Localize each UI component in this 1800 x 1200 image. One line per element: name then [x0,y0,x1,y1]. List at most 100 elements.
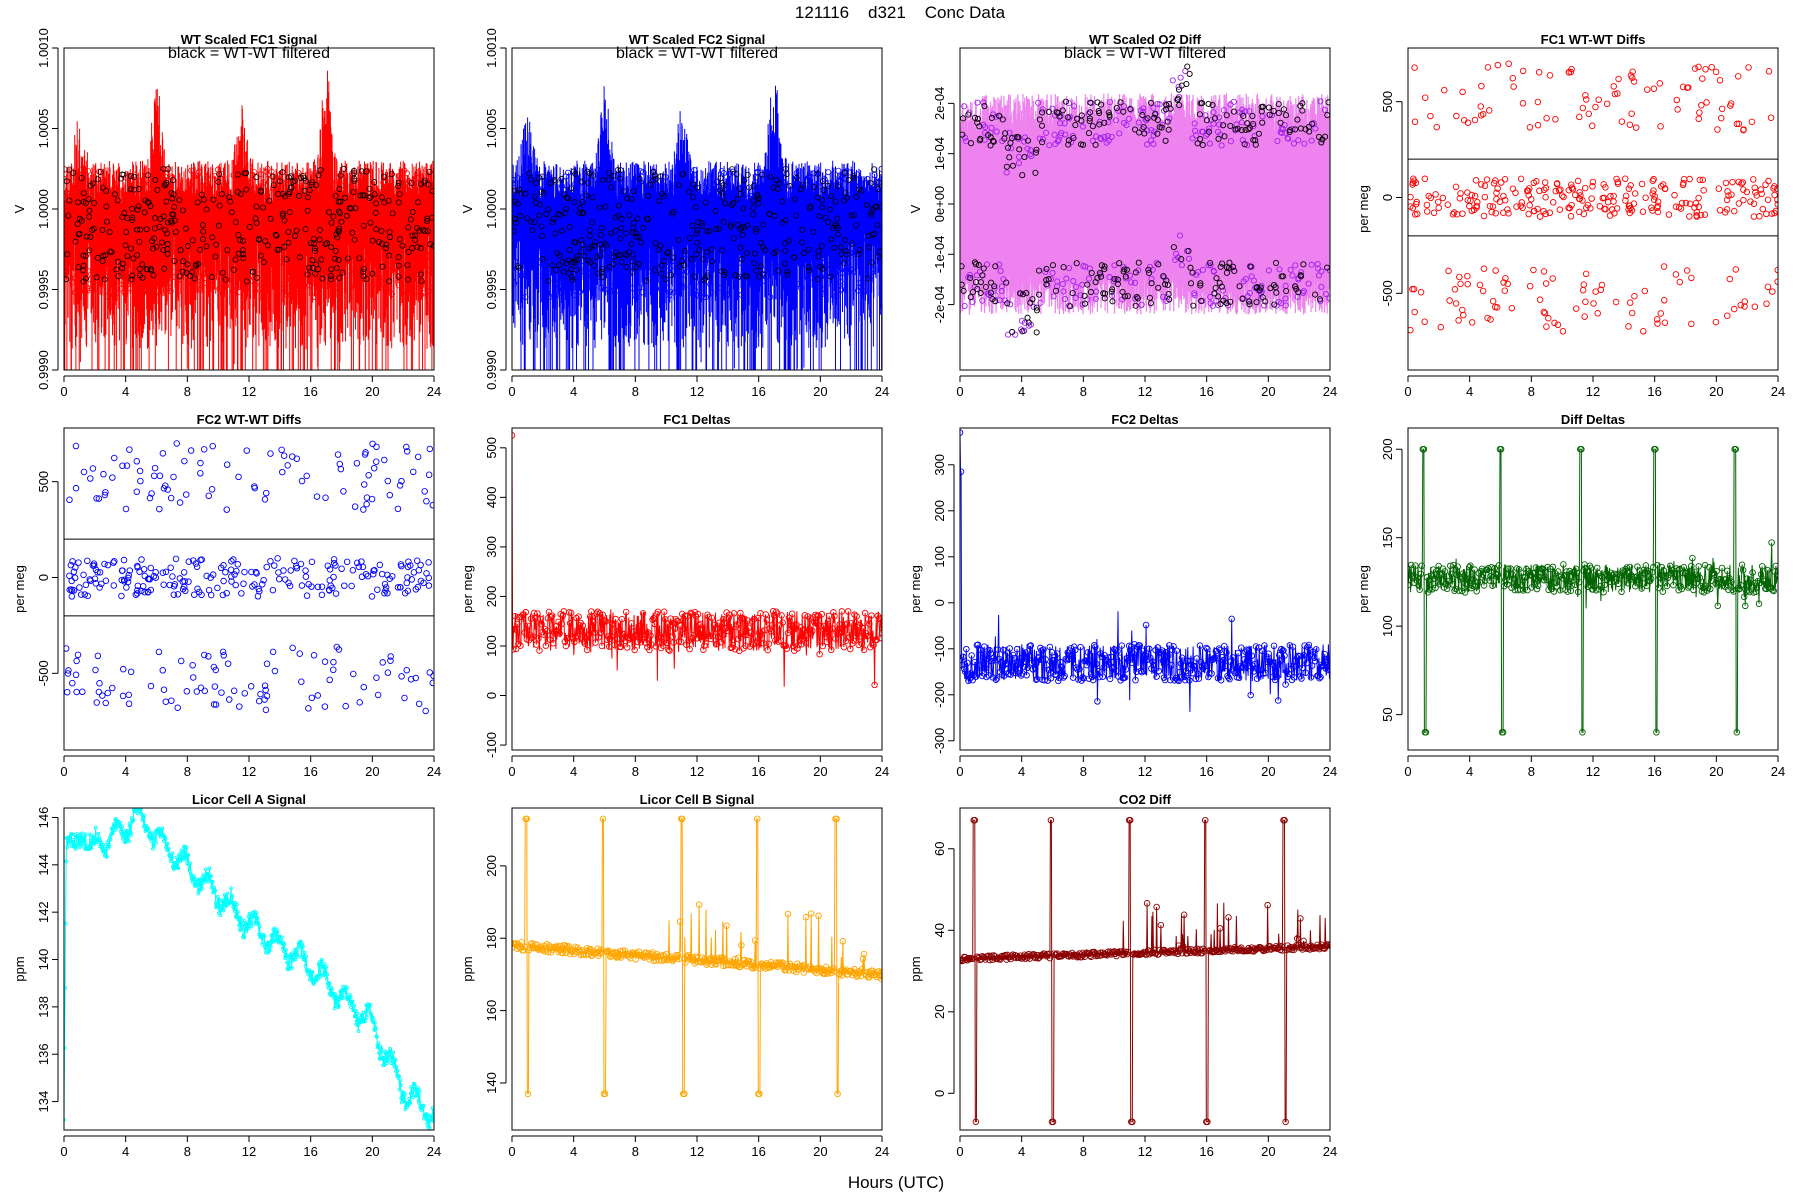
data-point [309,198,316,205]
data-point [557,235,564,242]
data-point [663,639,670,647]
data-point [280,567,287,574]
data-point [1614,178,1622,186]
x-tick-label: 12 [1586,764,1600,779]
data-point [571,638,578,646]
data-point [695,199,702,206]
filtered-point [751,260,758,267]
data-point [563,191,570,198]
data-point [1216,646,1224,654]
data-point [877,614,882,622]
data-point [873,636,880,644]
data-point [551,293,558,300]
data-point [187,866,192,871]
filtered-point [1147,300,1154,307]
data-point [96,208,103,215]
data-point [356,245,363,252]
filtered-point [232,219,239,226]
data-point [1303,659,1310,667]
filtered-point [1009,162,1017,169]
filtered-point [620,188,627,195]
data-point [839,269,846,276]
data-point [857,284,864,291]
data-point [1568,65,1575,73]
data-point [1044,282,1051,289]
data-point [1708,63,1715,71]
data-point [1050,657,1058,664]
filtered-point [1291,283,1299,290]
filtered-point [786,183,793,190]
data-point [631,646,638,654]
data-point [1653,316,1661,323]
filtered-point [210,196,217,203]
filtered-point [219,191,226,198]
data-point [70,186,77,193]
data-point [157,233,164,240]
data-point [338,253,345,260]
data-point [1660,567,1668,574]
data-point [1755,600,1763,607]
filtered-point [296,254,303,261]
data-point [612,212,619,219]
data-point [247,254,254,261]
data-point [864,176,871,183]
data-point [545,269,552,276]
data-point [74,651,82,659]
filtered-point [1211,115,1218,122]
data-point [394,584,402,591]
data-point [398,673,405,680]
filtered-point [629,269,636,276]
data-point [595,273,602,280]
data-point [143,222,150,229]
data-point [837,210,844,217]
data-point [1062,655,1069,663]
data-point [1305,641,1313,649]
data-point [986,647,993,654]
data-point [802,639,810,647]
data-point [817,183,824,190]
filtered-point [405,248,412,255]
data-point [1599,194,1607,202]
data-point [392,247,399,254]
data-point [1657,123,1664,130]
data-point [129,833,133,837]
data-point [733,227,740,234]
data-point [154,190,161,197]
data-point [78,166,85,173]
filtered-point [103,203,110,210]
data-point [251,169,258,176]
filtered-point [127,186,134,193]
filtered-point [1070,134,1077,142]
x-tick-label: 16 [751,384,765,399]
data-point [77,256,84,263]
data-point [195,588,203,596]
data-point [1222,662,1229,670]
data-point [255,585,262,593]
data-point [1698,102,1705,109]
data-point [236,289,243,296]
data-point [170,473,177,481]
data-point [1086,657,1094,664]
data-point [1479,571,1487,579]
filtered-point [1132,269,1139,276]
x-tick-label: 16 [1199,384,1213,399]
y-tick-label: 1.0010 [36,28,51,68]
filtered-point [1121,293,1129,300]
filtered-point [1186,70,1193,77]
data-point [152,574,160,581]
data-point [1499,729,1507,736]
data-point [265,215,272,222]
data-point [1543,576,1550,583]
data-point [785,614,793,622]
data-point [830,609,837,616]
data-point [1456,195,1464,202]
data-point [559,612,566,619]
x-tick-label: 12 [690,384,704,399]
data-point [1686,175,1693,183]
data-point [849,199,856,206]
data-point [1187,657,1194,664]
filtered-point [1020,291,1027,298]
data-point [866,216,873,223]
data-point [1274,697,1282,704]
